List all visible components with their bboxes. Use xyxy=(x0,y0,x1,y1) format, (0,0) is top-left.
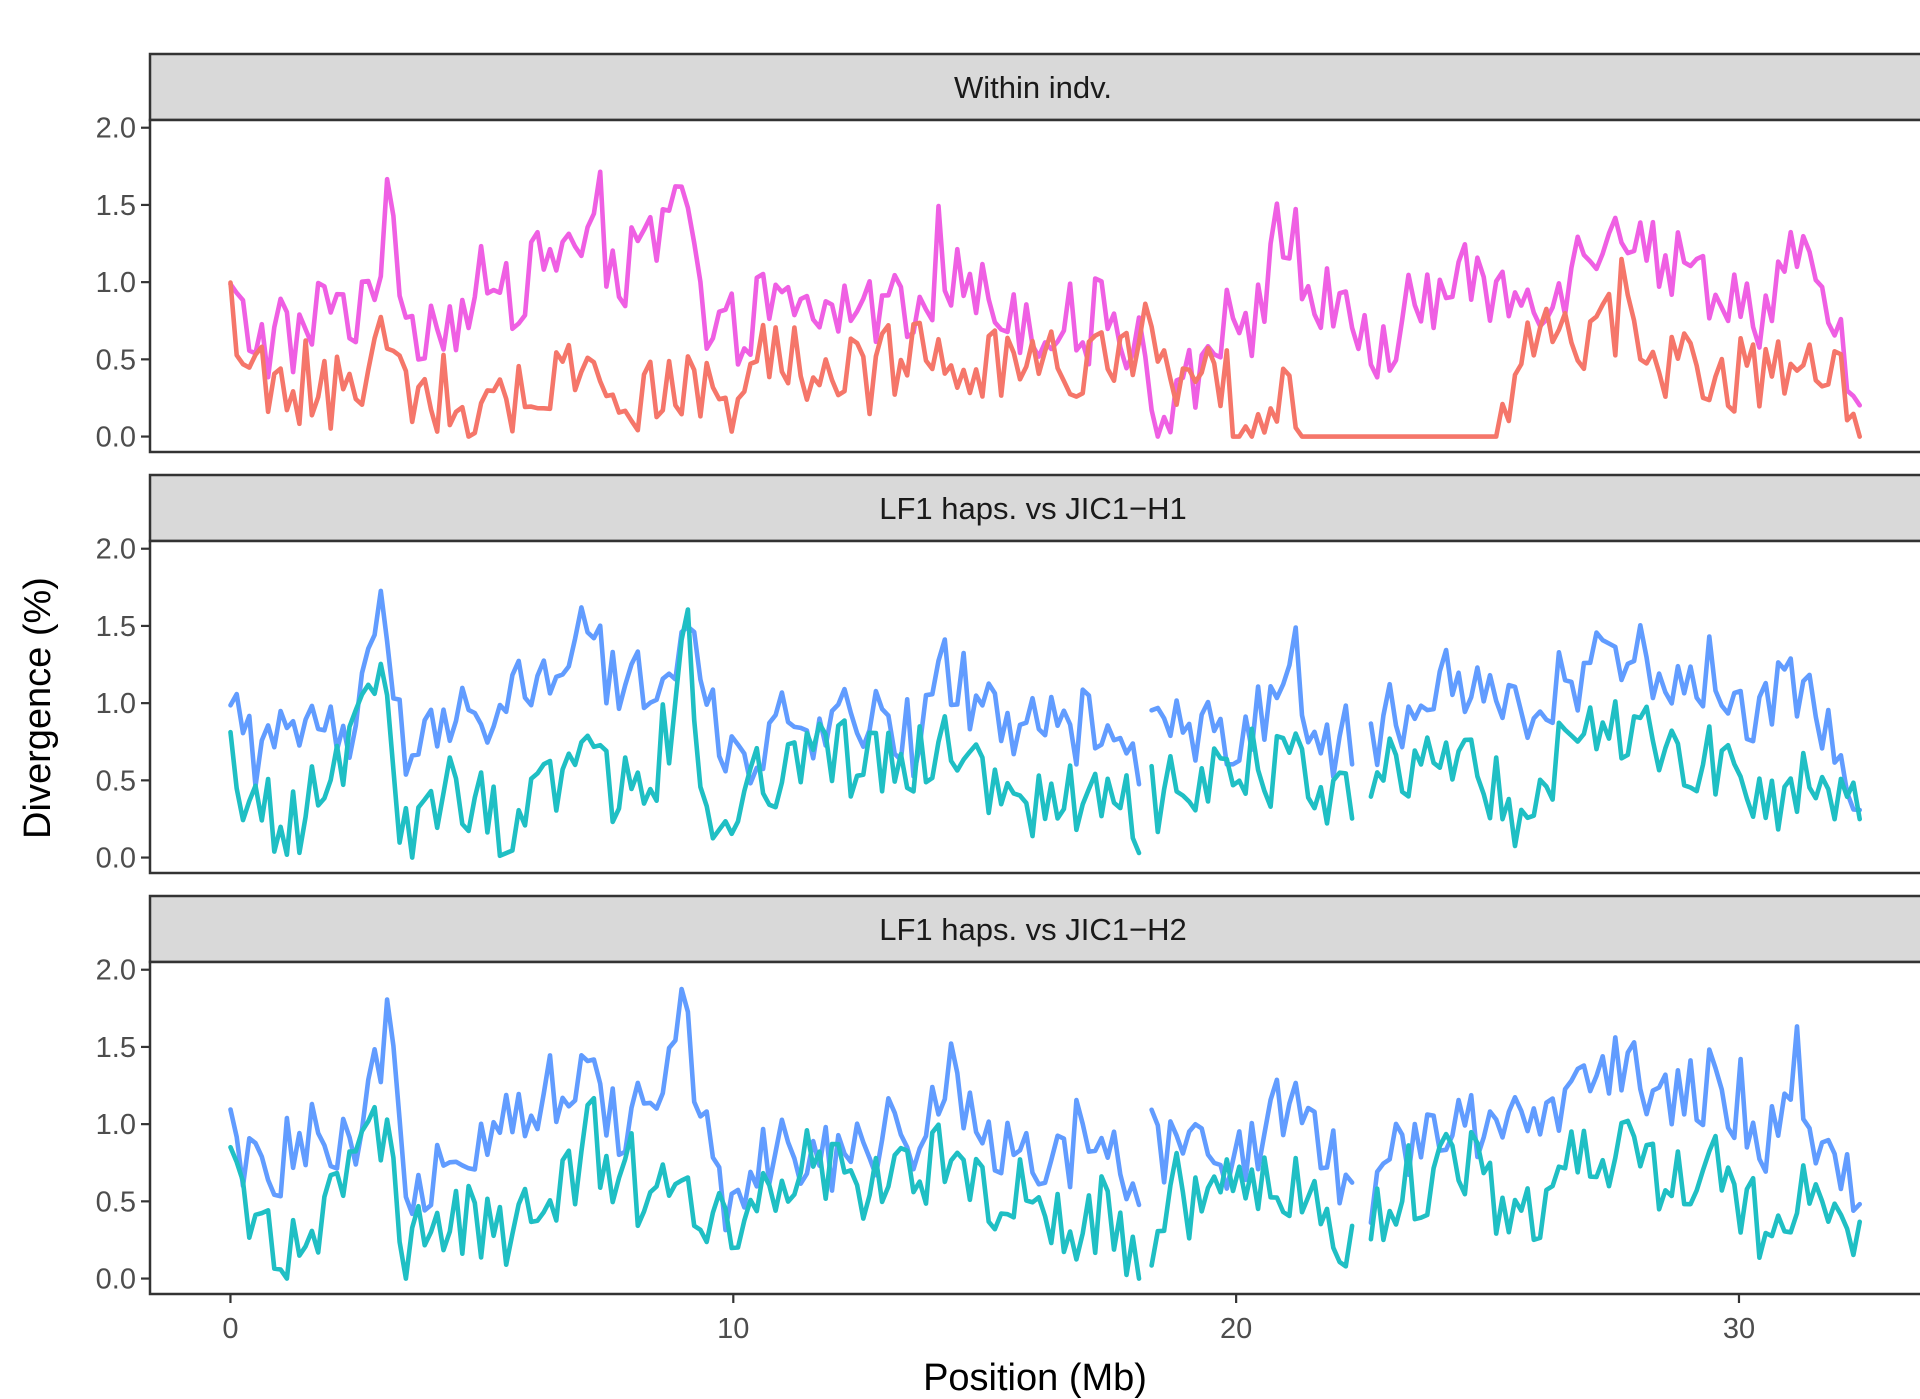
y-tick-label: 0.5 xyxy=(96,344,136,376)
facet-strip xyxy=(148,473,1920,543)
y-tick-label: 0.0 xyxy=(96,422,136,454)
x-tick-label: 0 xyxy=(222,1313,238,1345)
facet-panel: LF1 haps. vs JIC1−H2 0.0 0.5 1.0 1.5 2.0 xyxy=(96,894,1920,1296)
y-tick-label: 1.0 xyxy=(96,267,136,299)
x-axis: 0 10 20 30 xyxy=(222,1294,1755,1345)
facet-title: LF1 haps. vs JIC1−H2 xyxy=(879,912,1187,947)
y-tick-label: 2.0 xyxy=(96,113,136,145)
facet-title: Within indv. xyxy=(954,70,1112,105)
facet-panel: LF1 haps. vs JIC1−H1 0.0 0.5 1.0 1.5 2.0 xyxy=(96,473,1920,875)
y-tick-label: 1.0 xyxy=(96,1109,136,1141)
y-tick-label: 1.5 xyxy=(96,190,136,222)
plot-area xyxy=(148,960,1920,1296)
y-tick-label: 2.0 xyxy=(96,955,136,987)
facet-title: LF1 haps. vs JIC1−H1 xyxy=(879,491,1187,526)
y-tick-label: 0.0 xyxy=(96,843,136,875)
y-tick-label: 1.5 xyxy=(96,611,136,643)
facet-strip xyxy=(148,52,1920,122)
series-line xyxy=(228,169,1862,439)
series-line xyxy=(228,986,1862,1233)
x-axis-title: Position (Mb) xyxy=(923,1357,1147,1399)
y-tick-label: 0.5 xyxy=(96,1186,136,1218)
series-line xyxy=(228,607,1862,860)
y-tick-label: 1.0 xyxy=(96,688,136,720)
x-tick-label: 20 xyxy=(1220,1313,1252,1345)
series-line xyxy=(228,1095,1862,1281)
y-axis-title: Divergence (%) xyxy=(17,577,59,839)
x-tick-label: 10 xyxy=(717,1313,749,1345)
y-tick-label: 1.5 xyxy=(96,1032,136,1064)
y-tick-label: 0.0 xyxy=(96,1264,136,1296)
x-tick-label: 30 xyxy=(1723,1313,1755,1345)
series-line xyxy=(228,256,1862,439)
y-tick-label: 2.0 xyxy=(96,534,136,566)
facet-panel: Within indv. 0.0 0.5 1.0 1.5 2.0 xyxy=(96,52,1920,454)
y-tick-label: 0.5 xyxy=(96,765,136,797)
